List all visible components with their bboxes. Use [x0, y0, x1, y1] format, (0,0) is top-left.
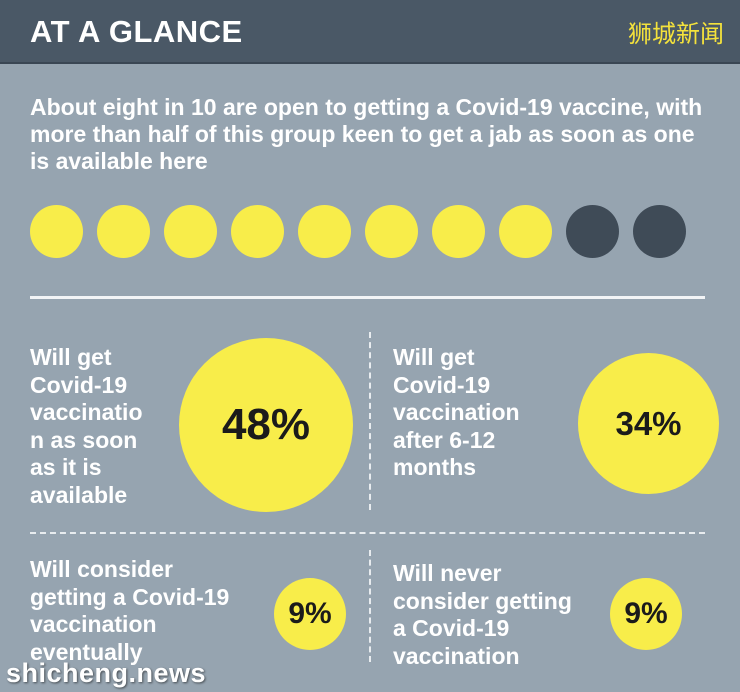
- filled-dot: [231, 205, 284, 258]
- stat-label-asap: Will get Covid-19 vaccinatio n as soon a…: [30, 344, 180, 509]
- label-line: vaccinatio: [30, 399, 143, 425]
- filled-dot: [298, 205, 351, 258]
- intro-text: About eight in 10 are open to getting a …: [30, 94, 703, 174]
- label-line: available: [30, 481, 128, 508]
- label-line: vaccination: [30, 611, 157, 637]
- vertical-divider-top: [369, 332, 371, 510]
- filled-dot: [499, 205, 552, 258]
- header-bar: AT A GLANCE 狮城新闻: [0, 0, 740, 64]
- label-line: a Covid-19: [393, 615, 510, 641]
- vertical-divider-bottom: [369, 550, 371, 662]
- label-line: Will get: [30, 344, 112, 370]
- label-line: Covid-19: [30, 371, 128, 398]
- label-line: vaccination: [393, 642, 520, 669]
- stat-bubble-eventually: 9%: [274, 578, 346, 650]
- label-line: Covid-19: [393, 371, 491, 398]
- stat-label-eventually: Will consider getting a Covid-19 vaccina…: [30, 556, 270, 666]
- label-line: Will consider: [30, 556, 173, 582]
- watermark: shicheng.news: [6, 658, 207, 688]
- label-line: Will never: [393, 560, 502, 586]
- page-title: AT A GLANCE: [30, 14, 243, 49]
- dot-row: [30, 205, 710, 260]
- label-line: eventually: [30, 638, 143, 665]
- label-line: getting a Covid-19: [30, 583, 230, 610]
- filled-dot: [97, 205, 150, 258]
- stat-label-never: Will never consider getting a Covid-19 v…: [393, 560, 593, 670]
- empty-dot: [566, 205, 619, 258]
- label-line: Will get: [393, 344, 475, 370]
- label-line: consider getting: [393, 587, 572, 614]
- filled-dot: [365, 205, 418, 258]
- label-line: as it is: [30, 454, 102, 480]
- filled-dot: [432, 205, 485, 258]
- stat-bubble-never: 9%: [610, 578, 682, 650]
- divider: [30, 296, 705, 299]
- label-line: n as soon: [30, 426, 138, 453]
- stat-label-6-12-months: Will get Covid-19 vaccination after 6-12…: [393, 344, 563, 482]
- stat-bubble-asap: 48%: [179, 338, 353, 512]
- filled-dot: [164, 205, 217, 258]
- label-line: vaccination: [393, 399, 520, 425]
- empty-dot: [633, 205, 686, 258]
- horizontal-divider: [30, 532, 705, 534]
- stat-bubble-6-12-months: 34%: [578, 353, 719, 494]
- label-line: after 6-12: [393, 426, 496, 453]
- label-line: months: [393, 454, 477, 480]
- filled-dot: [30, 205, 83, 258]
- brand-logo: 狮城新闻: [628, 20, 724, 48]
